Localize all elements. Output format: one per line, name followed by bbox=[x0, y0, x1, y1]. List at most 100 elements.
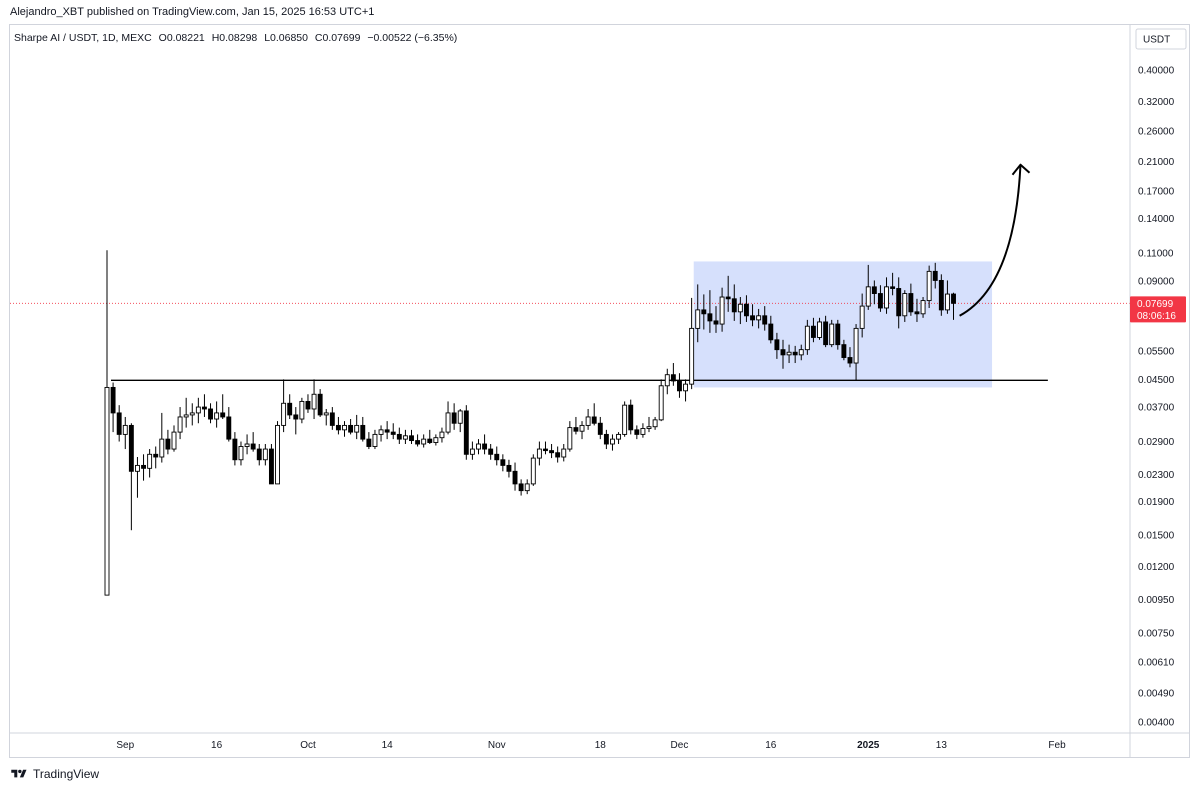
candle[interactable] bbox=[299, 397, 305, 424]
candle[interactable] bbox=[762, 306, 768, 331]
candle[interactable] bbox=[817, 317, 822, 340]
candle[interactable] bbox=[603, 429, 609, 450]
candle[interactable] bbox=[646, 416, 652, 433]
candle[interactable] bbox=[415, 434, 421, 447]
candle[interactable] bbox=[567, 421, 573, 452]
candle[interactable] bbox=[890, 272, 896, 296]
candle[interactable] bbox=[543, 441, 548, 455]
candle[interactable] bbox=[841, 339, 847, 361]
candle[interactable] bbox=[780, 339, 786, 369]
candle[interactable] bbox=[725, 275, 731, 312]
candle[interactable] bbox=[153, 446, 159, 469]
candle[interactable] bbox=[476, 439, 481, 455]
candle[interactable] bbox=[268, 444, 274, 485]
candle[interactable] bbox=[147, 449, 153, 478]
candle[interactable] bbox=[640, 423, 646, 438]
candle[interactable] bbox=[421, 434, 427, 448]
candle[interactable] bbox=[634, 425, 640, 440]
candle[interactable] bbox=[689, 297, 695, 390]
candle[interactable] bbox=[829, 319, 835, 348]
candle[interactable] bbox=[616, 432, 622, 445]
candle[interactable] bbox=[628, 399, 634, 435]
candle[interactable] bbox=[902, 290, 908, 322]
candle[interactable] bbox=[677, 373, 682, 398]
candle[interactable] bbox=[329, 407, 335, 430]
candle[interactable] bbox=[189, 403, 195, 426]
candle[interactable] bbox=[439, 427, 445, 443]
candle[interactable] bbox=[524, 479, 530, 495]
candle[interactable] bbox=[951, 292, 956, 320]
candle[interactable] bbox=[262, 444, 268, 466]
candle[interactable] bbox=[366, 432, 372, 450]
candle[interactable] bbox=[701, 294, 707, 330]
candle[interactable] bbox=[159, 412, 165, 463]
candle[interactable] bbox=[287, 394, 293, 420]
candle[interactable] bbox=[944, 280, 950, 314]
candle[interactable] bbox=[305, 394, 311, 413]
candle[interactable] bbox=[378, 425, 384, 442]
candle[interactable] bbox=[810, 317, 816, 343]
candle[interactable] bbox=[427, 429, 433, 445]
candle[interactable] bbox=[171, 425, 177, 452]
candle[interactable] bbox=[744, 295, 749, 322]
candle[interactable] bbox=[317, 389, 323, 417]
candle[interactable] bbox=[372, 429, 378, 450]
tradingview-brand[interactable]: TradingView bbox=[9, 764, 99, 784]
candle[interactable] bbox=[275, 421, 280, 485]
candle[interactable] bbox=[348, 419, 354, 435]
candle[interactable] bbox=[877, 285, 883, 312]
candle[interactable] bbox=[141, 454, 146, 481]
candle[interactable] bbox=[232, 432, 238, 466]
candle[interactable] bbox=[134, 457, 140, 498]
candle[interactable] bbox=[768, 315, 774, 344]
candle[interactable] bbox=[445, 401, 451, 435]
candle[interactable] bbox=[214, 401, 220, 428]
candle[interactable] bbox=[926, 265, 932, 308]
candle[interactable] bbox=[354, 414, 360, 440]
candle[interactable] bbox=[591, 403, 597, 426]
candle[interactable] bbox=[932, 262, 938, 289]
candle[interactable] bbox=[737, 297, 743, 325]
candle[interactable] bbox=[122, 416, 128, 450]
candle[interactable] bbox=[409, 429, 414, 445]
candle[interactable] bbox=[652, 416, 658, 430]
candle[interactable] bbox=[311, 379, 317, 420]
candle[interactable] bbox=[823, 315, 829, 348]
candle[interactable] bbox=[896, 277, 902, 329]
candle[interactable] bbox=[847, 347, 853, 368]
candle[interactable] bbox=[670, 363, 676, 386]
candle[interactable] bbox=[579, 421, 585, 440]
candle[interactable] bbox=[512, 462, 518, 491]
candle[interactable] bbox=[457, 408, 463, 433]
candle[interactable] bbox=[396, 427, 402, 445]
candle[interactable] bbox=[208, 403, 213, 424]
candle[interactable] bbox=[463, 405, 469, 460]
candle[interactable] bbox=[342, 421, 347, 437]
candle[interactable] bbox=[281, 379, 287, 433]
candle[interactable] bbox=[908, 283, 914, 316]
candle[interactable] bbox=[536, 441, 542, 466]
candle[interactable] bbox=[165, 429, 171, 455]
candle[interactable] bbox=[500, 454, 506, 472]
candle[interactable] bbox=[914, 298, 920, 322]
candle[interactable] bbox=[390, 423, 396, 440]
candle[interactable] bbox=[360, 416, 366, 442]
candle[interactable] bbox=[195, 397, 201, 424]
candle[interactable] bbox=[256, 444, 262, 466]
candle[interactable] bbox=[402, 429, 408, 445]
candle[interactable] bbox=[756, 308, 762, 329]
candle[interactable] bbox=[610, 434, 615, 451]
candle[interactable] bbox=[658, 379, 664, 422]
candle[interactable] bbox=[774, 332, 780, 359]
candle[interactable] bbox=[555, 446, 561, 463]
candle[interactable] bbox=[201, 394, 207, 417]
candle[interactable] bbox=[859, 293, 865, 338]
forecast-arrow[interactable] bbox=[959, 164, 1022, 317]
candle[interactable] bbox=[549, 444, 555, 459]
candle[interactable] bbox=[713, 306, 719, 333]
candle[interactable] bbox=[128, 423, 134, 531]
candle[interactable] bbox=[573, 416, 579, 435]
candle[interactable] bbox=[244, 434, 250, 455]
candle[interactable] bbox=[506, 459, 512, 478]
candle[interactable] bbox=[469, 441, 475, 460]
